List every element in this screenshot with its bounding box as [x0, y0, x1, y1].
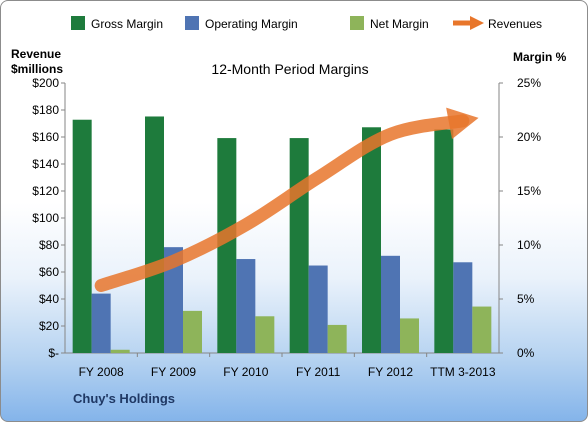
legend-swatch-gross-margin	[71, 16, 85, 30]
bar-operating-margin	[236, 259, 256, 353]
x-tick-label: FY 2009	[151, 365, 196, 379]
left-tick-label: $-	[48, 346, 59, 360]
bar-net-margin	[400, 318, 419, 353]
bar-operating-margin	[164, 247, 183, 353]
left-tick-label: $100	[32, 211, 59, 225]
x-tick-label: FY 2008	[79, 365, 124, 379]
legend-label-revenues: Revenues	[488, 17, 542, 31]
left-tick-label: $120	[32, 184, 59, 198]
revenues-arrow	[94, 107, 479, 292]
bar-gross-margin	[289, 138, 309, 353]
bar-operating-margin	[91, 293, 111, 353]
plot-area: $- $20 $40 $60 $80 $100 $120 $140 $160 $180 $200 0%…	[32, 76, 541, 379]
right-tick-label: 5%	[517, 292, 535, 306]
bar-gross-margin	[217, 138, 237, 353]
legend-swatch-operating-margin	[185, 16, 199, 30]
left-tick-label: $140	[32, 157, 59, 171]
bar-gross-margin	[145, 116, 164, 353]
left-tick-label: $160	[32, 130, 59, 144]
chart-title: 12-Month Period Margins	[211, 61, 368, 77]
x-tick-label: FY 2011	[296, 365, 341, 379]
bar-gross-margin	[434, 129, 454, 353]
bar-net-margin	[472, 306, 492, 353]
legend-swatch-net-margin	[350, 16, 364, 30]
legend-label-operating-margin: Operating Margin	[205, 17, 298, 31]
bar-operating-margin	[381, 255, 400, 353]
right-axis-title: Margin %	[513, 50, 567, 64]
bar-operating-margin	[453, 262, 473, 353]
legend-label-net-margin: Net Margin	[370, 17, 429, 31]
x-tick-label: FY 2010	[223, 365, 268, 379]
left-axis-title-line2: $millions	[11, 62, 63, 76]
company-label: Chuy's Holdings	[73, 391, 175, 406]
bar-gross-margin	[362, 127, 381, 353]
bar-net-margin	[183, 310, 202, 353]
bar-net-margin	[255, 316, 275, 353]
left-tick-label: $40	[39, 292, 59, 306]
right-tick-label: 20%	[517, 130, 541, 144]
left-tick-label: $80	[39, 238, 59, 252]
left-axis-title-line1: Revenue	[11, 47, 61, 61]
bar-net-margin	[110, 349, 130, 353]
left-tick-label: $60	[39, 265, 59, 279]
bar-gross-margin	[72, 119, 92, 353]
right-tick-label: 15%	[517, 184, 541, 198]
right-tick-label: 10%	[517, 238, 541, 252]
x-tick-label: FY 2012	[368, 365, 413, 379]
legend: Gross Margin Operating Margin Net Margin…	[71, 16, 542, 31]
x-tick-label: TTM 3-2013	[430, 365, 496, 379]
bar-net-margin	[327, 324, 347, 353]
left-tick-label: $180	[32, 103, 59, 117]
bar-operating-margin	[308, 265, 328, 353]
legend-label-gross-margin: Gross Margin	[91, 17, 163, 31]
left-tick-label: $20	[39, 319, 59, 333]
right-tick-label: 25%	[517, 76, 541, 90]
right-tick-label: 0%	[517, 346, 535, 360]
left-tick-label: $200	[32, 76, 59, 90]
